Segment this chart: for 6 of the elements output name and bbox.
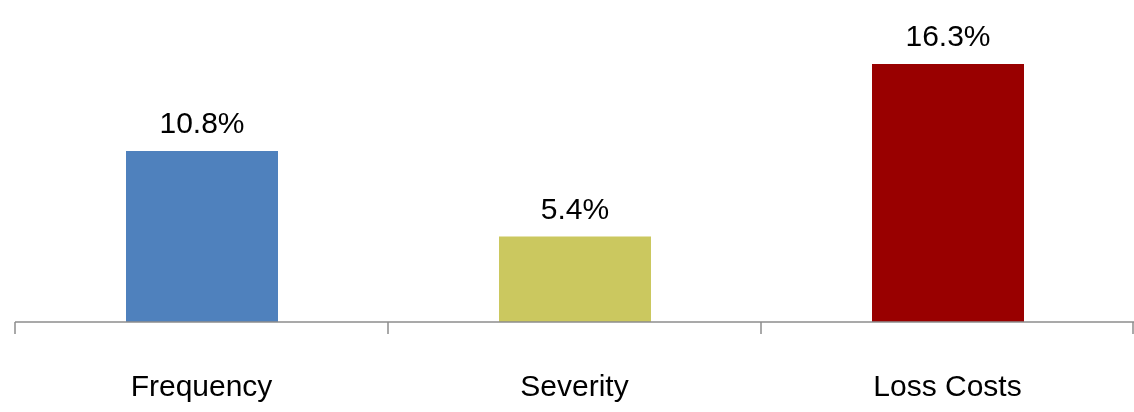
x-tick-label: Frequency [130, 369, 273, 402]
x-tick-label: Loss Costs [873, 369, 1022, 402]
data-label: 10.8% [159, 106, 245, 140]
data-label: 5.4% [540, 191, 610, 225]
data-label: 16.3% [905, 19, 991, 52]
x-tick-label: Severity [520, 369, 629, 402]
